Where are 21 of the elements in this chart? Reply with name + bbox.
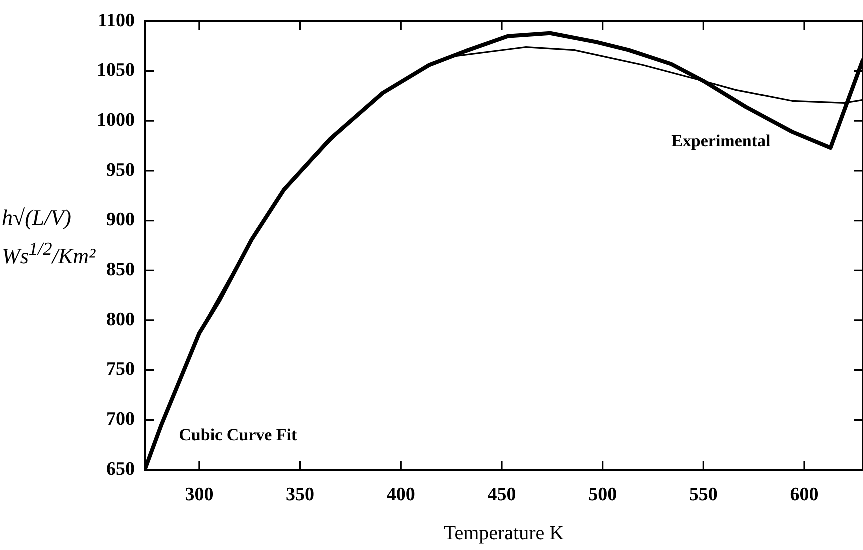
- y-axis-title: h√(L/V) Ws$^{1/2}$/Km²: [2, 204, 96, 271]
- y-tick-label: 900: [106, 210, 135, 231]
- y-tick-label: 700: [106, 409, 135, 430]
- x-tick-label: 350: [286, 484, 315, 506]
- y-tick-label: 1050: [97, 60, 135, 82]
- y-tick-label: 950: [106, 160, 135, 181]
- x-tick-label: 600: [790, 484, 819, 506]
- y-tick-label: 850: [106, 260, 135, 281]
- series-label: Cubic Curve Fit: [179, 426, 298, 445]
- x-axis-title: Temperature K: [444, 522, 565, 544]
- y-tick-label: 1000: [97, 110, 135, 131]
- x-tick-label: 450: [488, 484, 516, 506]
- y-tick-label: 1100: [98, 10, 135, 32]
- y-tick-label: 800: [106, 309, 135, 330]
- y-tick-label: 650: [106, 458, 135, 480]
- x-tick-label: 500: [588, 484, 618, 506]
- series-label: Experimental: [672, 131, 772, 150]
- x-tick-label: 400: [386, 484, 416, 506]
- x-tick-label: 300: [185, 484, 214, 506]
- y-tick-label: 750: [106, 359, 135, 380]
- x-tick-label: 550: [689, 484, 718, 506]
